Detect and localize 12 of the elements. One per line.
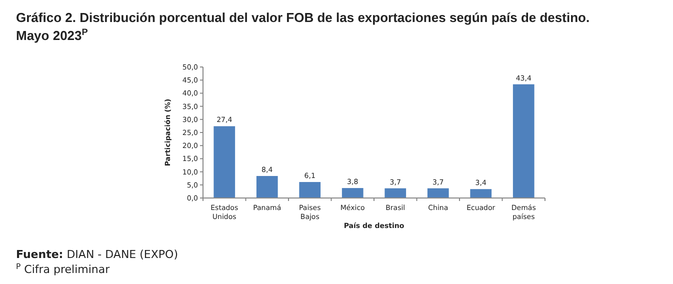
bar <box>256 176 278 198</box>
bar <box>384 188 406 198</box>
bar <box>427 188 449 198</box>
text: Mayo 2023$^{P}$ <box>16 27 88 43</box>
bar <box>299 182 321 198</box>
bar <box>214 126 236 198</box>
chart-title: Gráfico 2. Distribución porcentual del valor FOB de las exportaciones según país de destino. <box>16 10 590 25</box>
bar <box>470 189 492 198</box>
bar <box>512 84 534 198</box>
source-note: Fuente: DIAN - DANE (EXPO) <box>16 248 178 261</box>
bar <box>342 188 364 198</box>
text: $^{P}$ Cifra preliminar <box>16 262 110 276</box>
